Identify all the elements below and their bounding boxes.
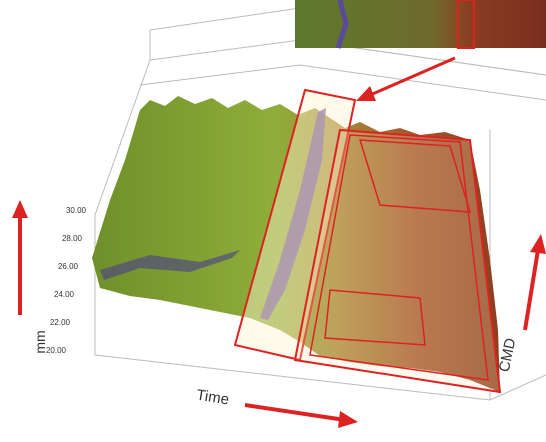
y-tick-label: 24.00 <box>54 290 75 299</box>
y-tick-label: 28.00 <box>62 234 83 243</box>
y-tick-label: 26.00 <box>58 262 79 271</box>
axis-label: CMD <box>496 336 520 373</box>
inset-image <box>295 0 546 48</box>
axis-label: Time <box>195 387 230 409</box>
arrow <box>245 405 358 428</box>
arrow <box>12 200 28 315</box>
y-tick-label: 22.00 <box>50 318 71 327</box>
y-tick-label: 20.00 <box>46 346 67 355</box>
arrow <box>356 58 455 101</box>
y-tick-label: 30.00 <box>66 206 87 215</box>
figure: mm Time CMD 30.0028.0026.0024.0022.0020.… <box>0 0 546 437</box>
arrow <box>525 234 546 330</box>
tick-labels: 30.00 28.00 26.00 24.00 22.00 20.00 <box>46 206 87 355</box>
